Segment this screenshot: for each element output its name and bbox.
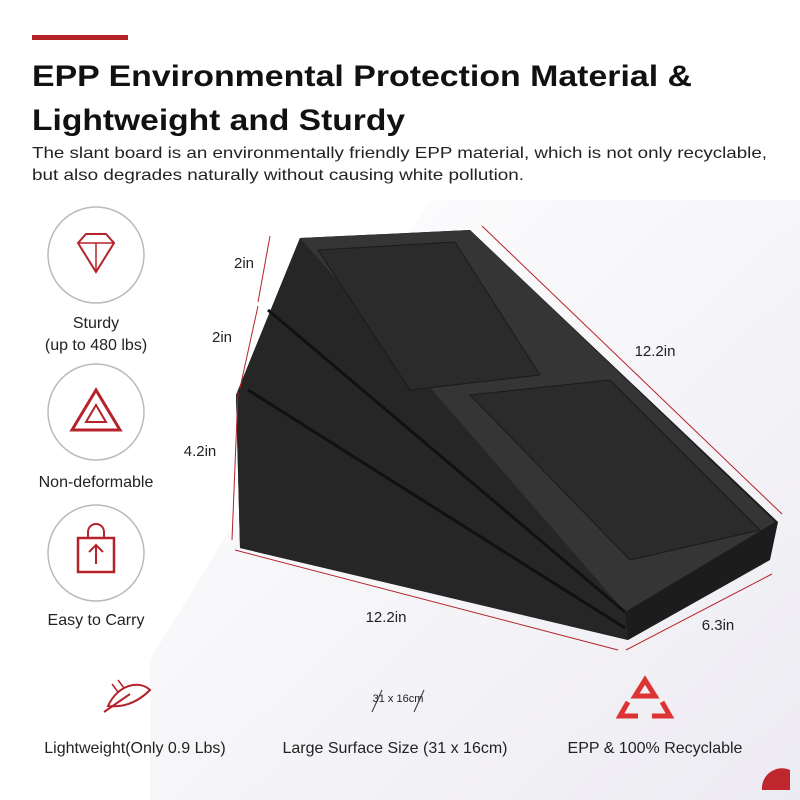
dimension-label: 4.2in: [184, 443, 217, 460]
slant-board: [236, 230, 778, 640]
dimension-label: 2in: [212, 329, 232, 346]
description: The slant board is an environmentally fr…: [32, 145, 767, 162]
bottom-label: EPP & 100% Recyclable: [568, 740, 743, 757]
dimension-label: 12.2in: [366, 609, 407, 626]
feature-label: Easy to Carry: [48, 612, 145, 629]
dimension-label: 2in: [234, 255, 254, 272]
title: EPP Environmental Protection Material &: [32, 60, 692, 93]
description: but also degrades naturally without caus…: [32, 167, 524, 184]
icon-text: 31 x 16cm: [373, 693, 424, 705]
feature-label: Non-deformable: [39, 474, 154, 491]
dimension-label: 12.2in: [635, 343, 676, 360]
bottom-icons: [103, 675, 675, 719]
feature-icons: [47, 206, 145, 602]
feature-label: Sturdy: [73, 315, 119, 332]
title: Lightweight and Sturdy: [32, 104, 405, 137]
bottom-label: Lightweight(Only 0.9 Lbs): [44, 740, 225, 757]
accent-bar: [32, 35, 128, 40]
dimension-lines: [231, 225, 783, 651]
dimension-label: 6.3in: [702, 617, 735, 634]
corner-mark: [761, 768, 790, 790]
bottom-label: Large Surface Size (31 x 16cm): [283, 740, 508, 757]
feature-label: (up to 480 lbs): [45, 337, 147, 354]
